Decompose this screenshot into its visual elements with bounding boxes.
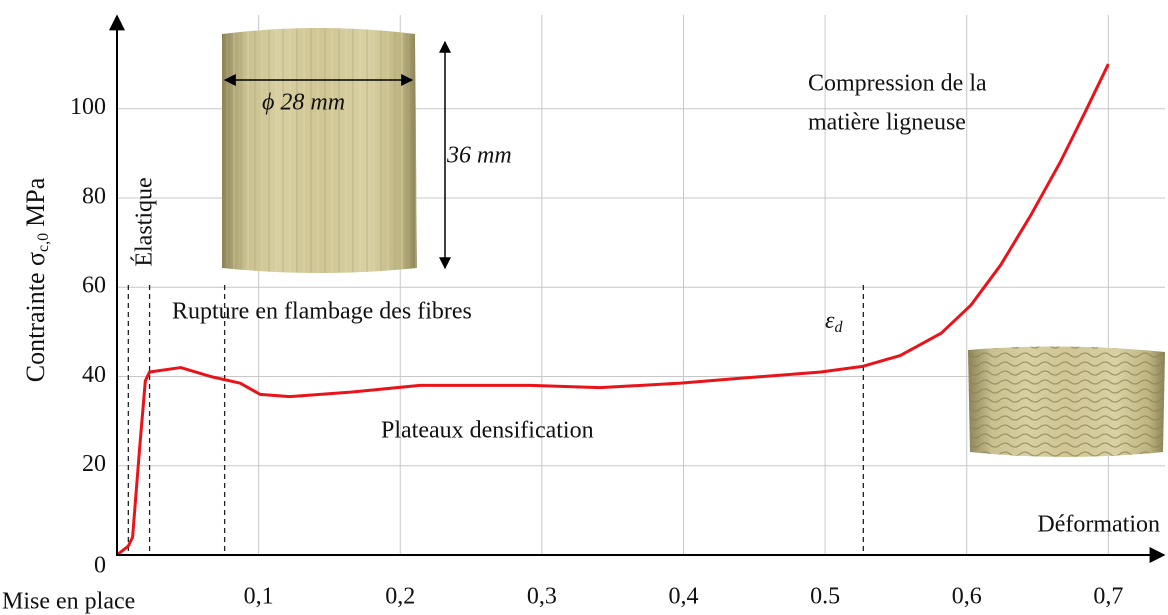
annotation: Plateaux densification (381, 418, 594, 444)
y-axis-title-sub: c,0 (35, 233, 52, 252)
annotation: matière ligneuse (808, 110, 966, 136)
x-tick-label: 0,7 (1093, 584, 1123, 610)
diameter-label: ϕ 28 mm (262, 90, 345, 116)
y-tick-label: 40 (82, 362, 106, 388)
strain-symbol-sub: d (834, 319, 843, 336)
sample-image (222, 28, 417, 273)
y-tick-label: 20 (82, 451, 106, 477)
x-tick-label: 0,4 (668, 584, 698, 610)
x-axis-title: Déformation (1037, 512, 1160, 538)
annotation: Compression de la (808, 71, 987, 97)
x-tick-label: 0,1 (244, 584, 274, 610)
y-tick-label: 0 (94, 553, 106, 579)
x-tick-label: 0,6 (952, 584, 982, 610)
annotation: Élastique (132, 177, 158, 266)
annotation: Mise en place (2, 589, 135, 615)
strain-symbol: εd (825, 308, 843, 336)
y-axis-title: Contrainte σc,0 MPa (21, 177, 52, 382)
y-tick-label: 80 (82, 183, 106, 209)
strain-symbol-main: ε (825, 308, 835, 334)
y-axis-title-main: Contrainte σ (21, 252, 50, 382)
x-tick-label: 0.5 (810, 584, 840, 610)
x-tick-label: 0,2 (385, 584, 415, 610)
y-axis-title-unit: MPa (21, 177, 50, 227)
stress-curve (116, 63, 1110, 557)
annotation: Rupture en flambage des fibres (172, 299, 472, 325)
crushed-sample-image (968, 346, 1165, 457)
y-tick-label: 60 (82, 273, 106, 299)
x-tick-label: 0,3 (527, 584, 557, 610)
height-label: 36 mm (446, 143, 512, 169)
plot-area (116, 63, 1110, 557)
y-tick-label: 100 (70, 94, 106, 120)
